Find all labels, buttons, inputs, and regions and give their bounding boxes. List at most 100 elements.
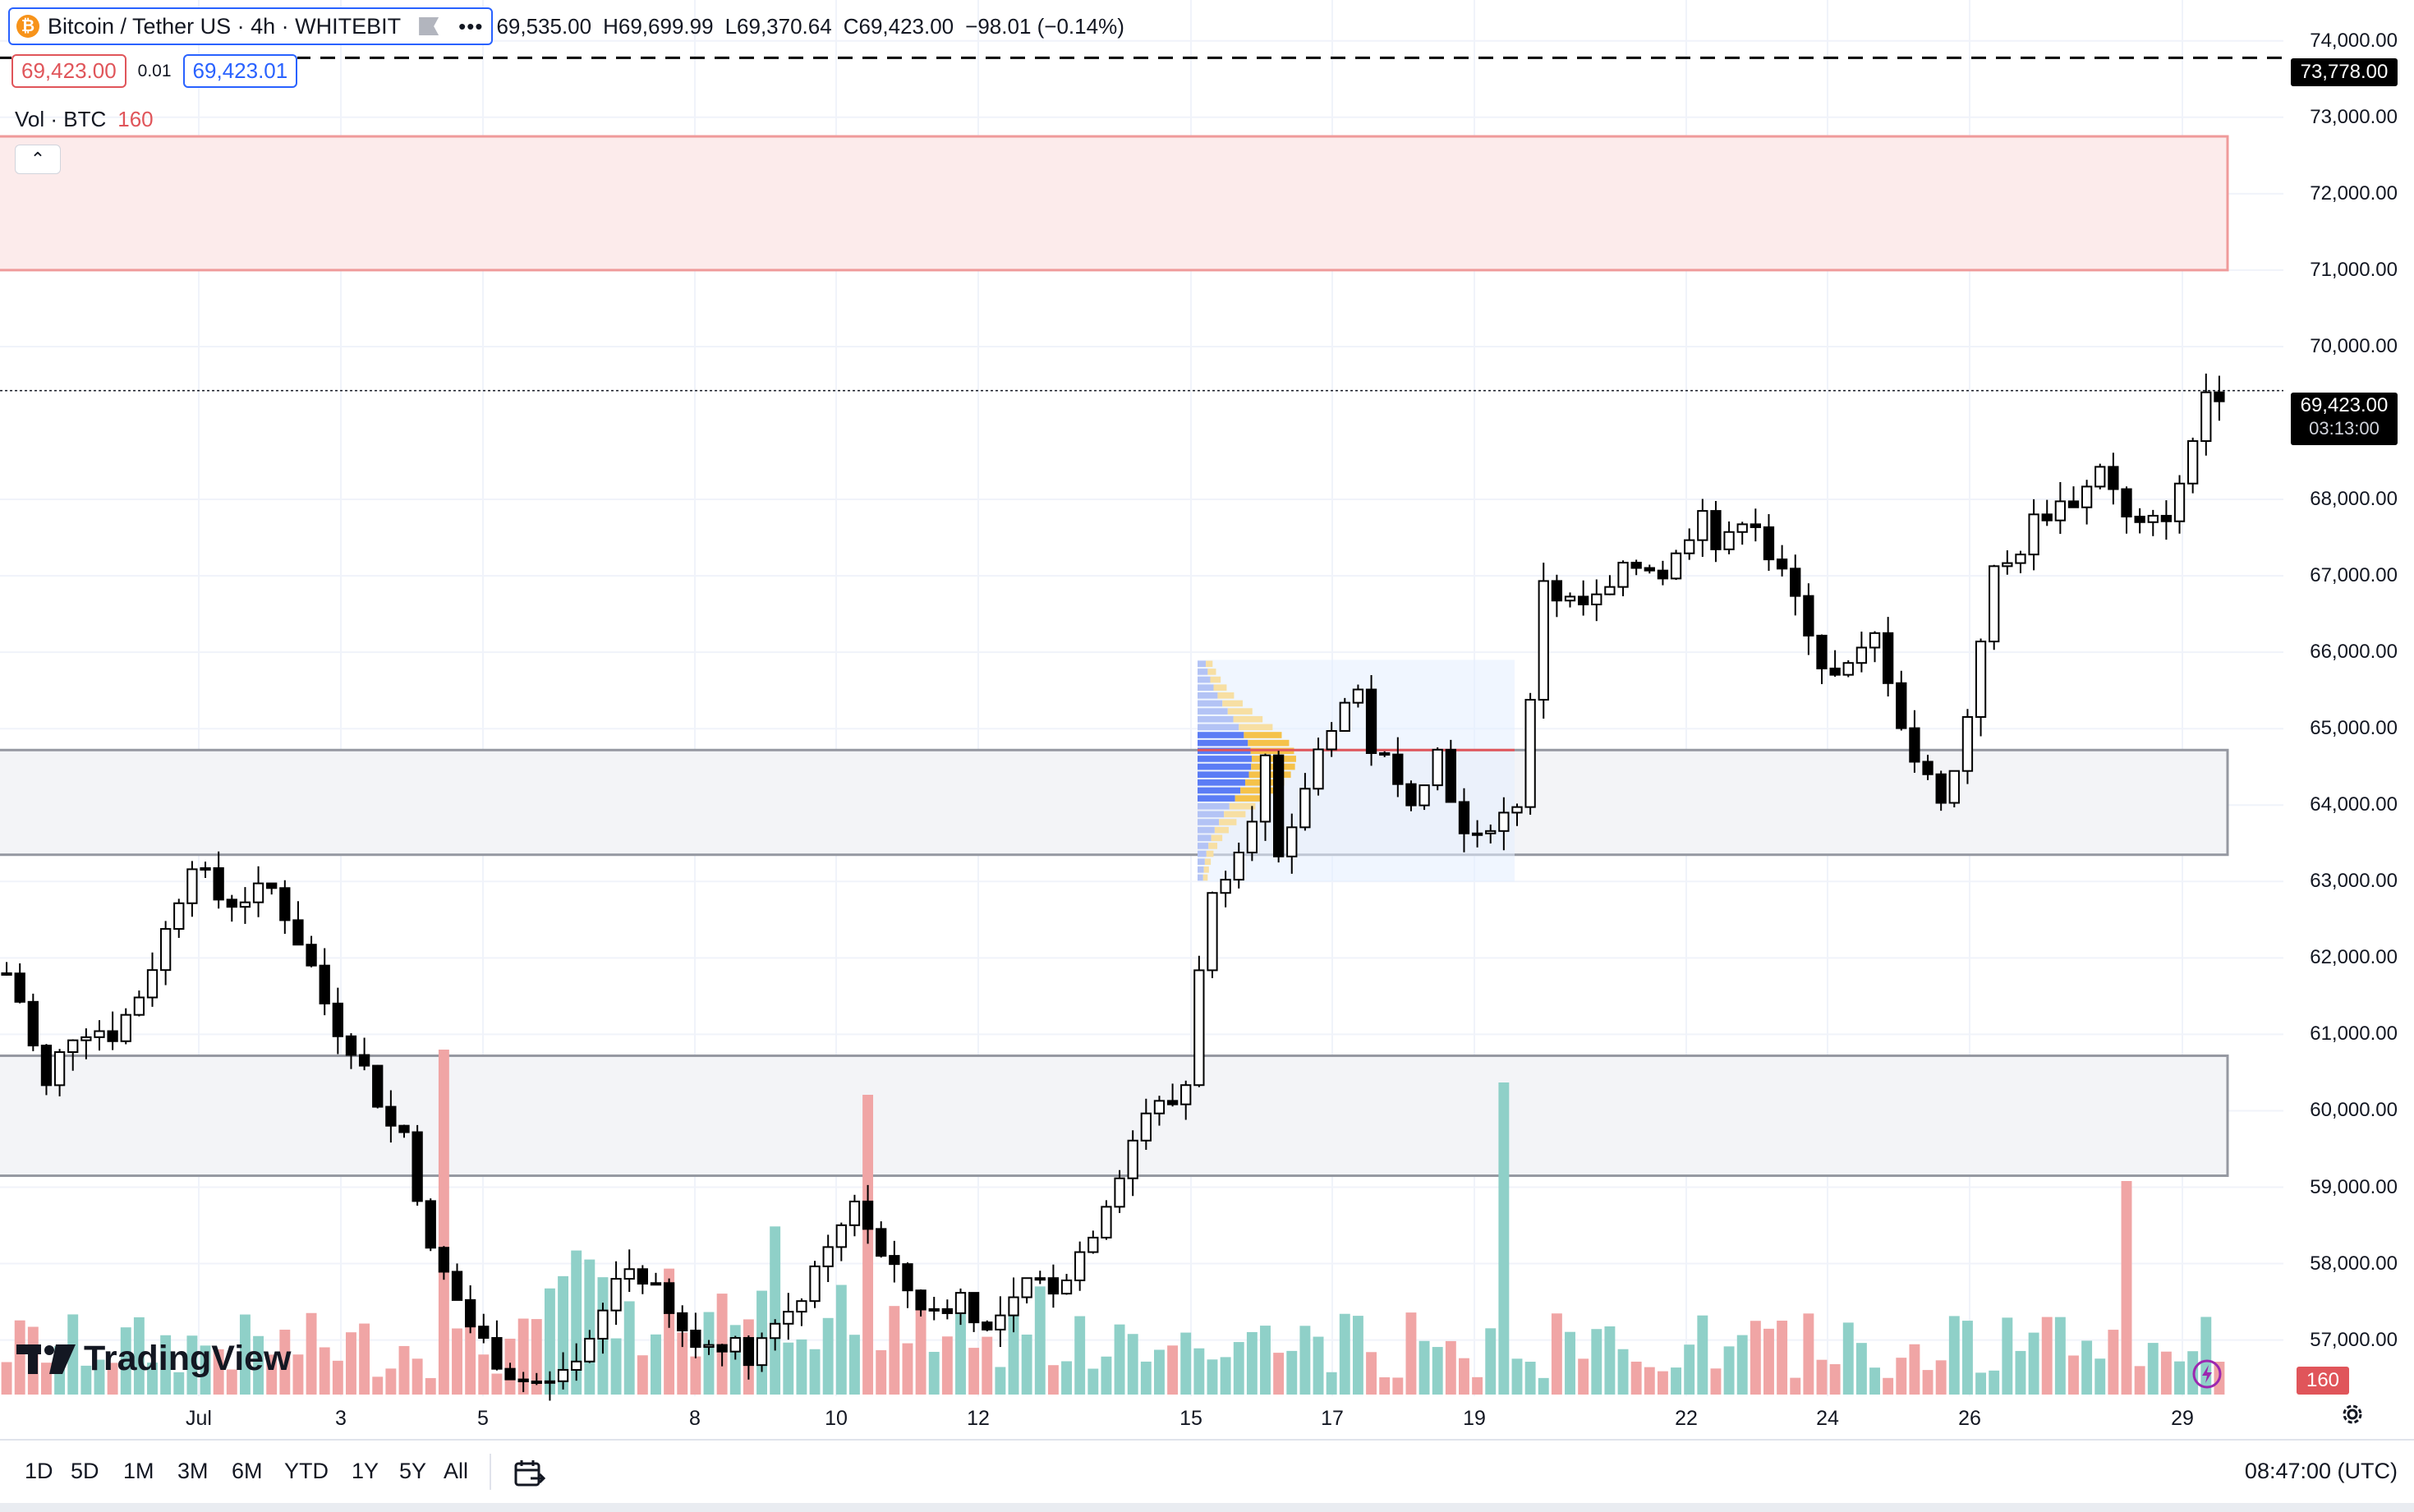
volume-bar-up: [928, 1352, 940, 1395]
volume-profile-bar-up: [1198, 692, 1218, 699]
candle-down: [1710, 510, 1722, 550]
volume-bar-down: [1630, 1361, 1642, 1395]
price-axis-label: 58,000.00: [2310, 1252, 2398, 1275]
demand-zone-upper[interactable]: [0, 748, 2229, 857]
candle-down: [1883, 632, 1894, 684]
range-button-3m[interactable]: 3M: [177, 1459, 209, 1483]
volume-bar-up: [1684, 1344, 1695, 1395]
candle-down: [2067, 500, 2080, 508]
low-value: L69,370.64: [724, 13, 832, 39]
candle-up: [1855, 646, 1868, 664]
candle-up: [94, 1030, 105, 1038]
time-axis-label: 15: [1179, 1407, 1202, 1430]
candle-down: [306, 944, 317, 967]
volume-profile-bar-down: [1251, 763, 1295, 770]
volume-bar-down: [1445, 1340, 1456, 1395]
candle-up: [173, 902, 185, 931]
candle-down: [2160, 514, 2173, 522]
demand-zone-lower[interactable]: [0, 1054, 2229, 1178]
volume-bar-up: [610, 1338, 622, 1395]
symbol-selector[interactable]: ₿ Bitcoin / Tether US · 4h · WHITEBIT ••…: [8, 7, 494, 45]
candle-up: [159, 928, 172, 972]
range-button-all[interactable]: All: [444, 1459, 469, 1483]
candle-up: [1339, 701, 1350, 732]
candle-up: [756, 1337, 768, 1367]
price-axis-label: 60,000.00: [2310, 1099, 2398, 1122]
volume-bar-up: [1697, 1315, 1708, 1395]
volume-bar-up: [1286, 1350, 1298, 1395]
volume-profile-bar-down: [1244, 732, 1282, 738]
candle-up: [133, 996, 145, 1016]
volume-profile-bar-down: [1248, 739, 1290, 747]
candle-down: [1657, 569, 1669, 580]
candle-up: [1485, 830, 1497, 834]
candle-up: [1286, 826, 1298, 857]
volume-bar-up: [1604, 1326, 1616, 1395]
candle-down: [451, 1271, 463, 1301]
go-to-date-icon[interactable]: [513, 1457, 545, 1490]
volume-profile-bar-up: [1198, 850, 1207, 857]
more-dots-icon[interactable]: •••: [458, 13, 484, 39]
candle-down: [292, 919, 304, 946]
volume-bar-up: [1736, 1335, 1748, 1395]
collapse-legend-button[interactable]: ⌃: [15, 145, 61, 174]
volume-bar-up: [1524, 1362, 1536, 1395]
volume-bar-down: [2134, 1366, 2145, 1395]
candle-down: [266, 882, 278, 889]
range-button-1y[interactable]: 1Y: [352, 1459, 379, 1483]
range-button-ytd[interactable]: YTD: [284, 1459, 329, 1483]
price-chart[interactable]: [0, 0, 2414, 1439]
candle-up: [1975, 641, 1987, 718]
candle-down: [226, 898, 237, 908]
volume-profile-bar-up: [1198, 874, 1203, 881]
range-button-5d[interactable]: 5D: [71, 1459, 99, 1483]
lightning-icon[interactable]: [2191, 1358, 2223, 1390]
volume-bar-up: [133, 1317, 145, 1395]
volume-bar-down: [1047, 1365, 1059, 1395]
candle-down: [425, 1200, 436, 1249]
volume-bar-down: [1909, 1344, 1920, 1395]
candle-up: [1591, 593, 1602, 605]
clock-display[interactable]: 08:47:00 (UTC): [2244, 1459, 2398, 1483]
candle-down: [1630, 562, 1642, 569]
volume-bar-down: [876, 1350, 887, 1395]
volume-profile-bar-up: [1198, 787, 1241, 794]
volume-profile-bar-up: [1198, 684, 1214, 692]
volume-profile-bar-up: [1198, 724, 1239, 731]
volume-bar-down: [862, 1095, 874, 1395]
candle-up: [1604, 586, 1616, 595]
volume-bar-up: [1339, 1313, 1350, 1395]
range-button-1d[interactable]: 1D: [25, 1459, 53, 1483]
volume-bar-up: [1021, 1334, 1032, 1395]
volume-bar-down: [1392, 1377, 1404, 1395]
range-button-1m[interactable]: 1M: [123, 1459, 154, 1483]
price-axis-label: 62,000.00: [2310, 946, 2398, 969]
candle-down: [1551, 580, 1563, 602]
volume-bar-up: [1299, 1326, 1311, 1395]
volume-bar-down: [2108, 1330, 2119, 1395]
candle-down: [478, 1326, 490, 1340]
volume-bar-up: [848, 1335, 860, 1395]
volume-profile-bar-down: [1208, 843, 1218, 849]
volume-profile-bar-up: [1198, 819, 1220, 825]
candle-down: [1829, 667, 1841, 676]
range-button-6m[interactable]: 6M: [232, 1459, 263, 1483]
flag-icon[interactable]: [419, 17, 439, 35]
buy-price-button[interactable]: 69,423.01: [182, 54, 298, 88]
volume-bar-down: [531, 1319, 542, 1395]
candle-down: [2214, 391, 2225, 402]
volume-bar-down: [2160, 1351, 2172, 1395]
volume-bar-up: [1008, 1300, 1019, 1395]
candle-down: [1471, 832, 1483, 836]
volume-bar-down: [1896, 1358, 1907, 1395]
sell-price-button[interactable]: 69,423.00: [11, 54, 126, 88]
candle-up: [835, 1224, 847, 1248]
volume-bar-down: [2068, 1355, 2079, 1395]
gear-icon[interactable]: [2339, 1401, 2366, 1427]
range-button-5y[interactable]: 5Y: [399, 1459, 427, 1483]
supply-zone[interactable]: [0, 135, 2229, 272]
volume-bar-up: [955, 1310, 966, 1395]
volume-bar-up: [1723, 1346, 1735, 1395]
volume-bar-down: [372, 1376, 384, 1395]
